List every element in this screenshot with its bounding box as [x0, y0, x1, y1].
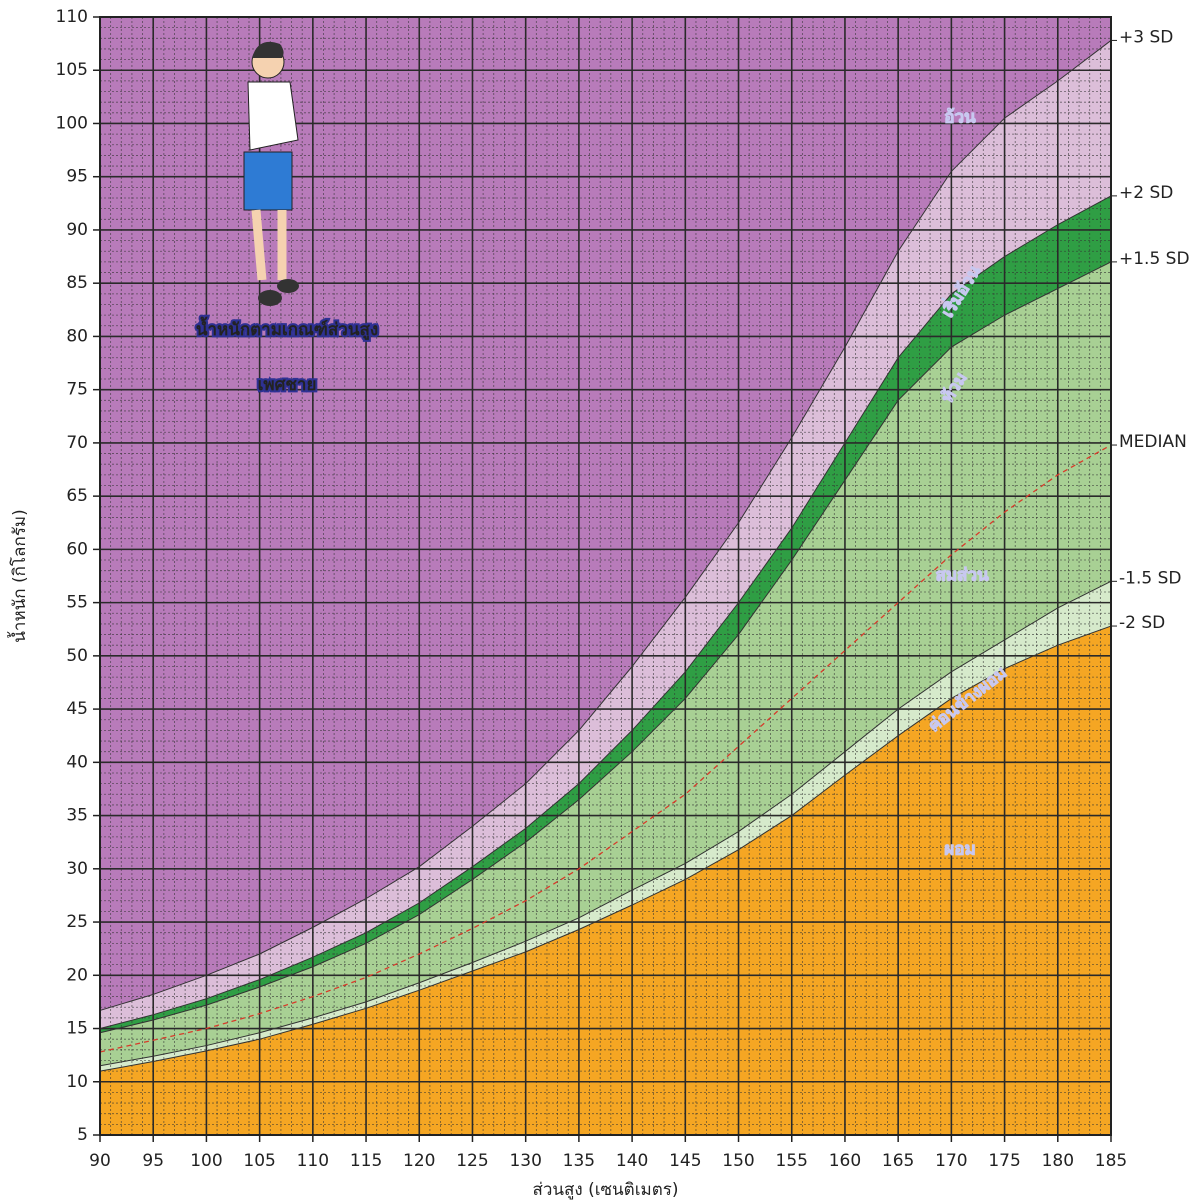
x-tick-label: 140	[616, 1151, 648, 1171]
curve-line	[99, 261, 1112, 1034]
y-tick-label: 95	[66, 167, 88, 187]
curve-line	[99, 40, 1112, 1011]
series-label: +1.5 SD	[1119, 249, 1190, 269]
y-tick-label: 75	[66, 380, 88, 400]
y-tick-label: 5	[77, 1125, 88, 1145]
curve-line	[99, 444, 1112, 1053]
region-label: อ้วน	[944, 108, 976, 128]
x-tick-label: 125	[456, 1151, 488, 1171]
region-label: ผอม	[944, 840, 975, 860]
series-label: -2 SD	[1119, 613, 1165, 633]
y-tick-label: 10	[66, 1072, 88, 1092]
x-tick-label: 90	[89, 1151, 111, 1171]
hair	[252, 41, 284, 58]
series-label: +3 SD	[1119, 27, 1173, 47]
x-tick-label: 105	[243, 1151, 275, 1171]
plot-frame	[99, 16, 1112, 1136]
legs	[251, 209, 287, 281]
series-label: -1.5 SD	[1119, 568, 1181, 588]
y-tick-label: 40	[66, 752, 88, 772]
x-tick-label: 165	[882, 1151, 914, 1171]
shoe	[277, 279, 299, 293]
y-tick-label: 50	[66, 646, 88, 666]
x-tick-label: 145	[669, 1151, 701, 1171]
x-tick-label: 160	[829, 1151, 861, 1171]
illustration	[243, 41, 299, 306]
x-axis-label: ส่วนสูง (เซนติเมตร)	[532, 1180, 678, 1200]
x-tick-label: 135	[563, 1151, 595, 1171]
y-tick-label: 110	[56, 7, 88, 27]
x-tick-label: 120	[403, 1151, 435, 1171]
x-tick-label: 150	[722, 1151, 754, 1171]
x-tick-label: 110	[297, 1151, 329, 1171]
y-tick-label: 35	[66, 806, 88, 826]
shorts	[243, 151, 293, 211]
series-label: +2 SD	[1119, 183, 1173, 203]
y-tick-label: 25	[66, 912, 88, 932]
y-tick-label: 55	[66, 593, 88, 613]
y-tick-label: 105	[56, 60, 88, 80]
y-axis-label: น้ำหนัก (กิโลกรัม)	[7, 509, 30, 642]
x-tick-label: 185	[1095, 1151, 1127, 1171]
x-tick-label: 155	[776, 1151, 808, 1171]
y-tick-label: 60	[66, 539, 88, 559]
x-tick-label: 95	[142, 1151, 164, 1171]
y-tick-label: 45	[66, 699, 88, 719]
y-tick-label: 90	[66, 220, 88, 240]
curve-line	[99, 195, 1112, 1030]
y-tick-label: 70	[66, 433, 88, 453]
x-tick-label: 175	[988, 1151, 1020, 1171]
region-label: สมส่วน	[935, 566, 989, 586]
curve-line	[99, 625, 1112, 1072]
chart-title: น้ำหนักตามเกณฑ์ส่วนสูง	[196, 316, 378, 341]
y-tick-label: 30	[66, 859, 88, 879]
band-area	[100, 626, 1111, 1135]
x-tick-label: 170	[935, 1151, 967, 1171]
chart-subtitle: เพศชาย	[258, 375, 317, 395]
y-tick-label: 20	[66, 965, 88, 985]
shirt	[247, 81, 299, 151]
y-tick-label: 15	[66, 1019, 88, 1039]
y-tick-label: 80	[66, 326, 88, 346]
x-tick-label: 130	[509, 1151, 541, 1171]
x-tick-label: 100	[190, 1151, 222, 1171]
y-tick-label: 100	[56, 113, 88, 133]
curve-line	[99, 580, 1112, 1067]
shoe	[258, 290, 282, 306]
series-label: MEDIAN	[1119, 432, 1187, 452]
y-tick-label: 85	[66, 273, 88, 293]
x-tick-label: 180	[1042, 1151, 1074, 1171]
y-tick-label: 65	[66, 486, 88, 506]
x-tick-label: 115	[350, 1151, 382, 1171]
